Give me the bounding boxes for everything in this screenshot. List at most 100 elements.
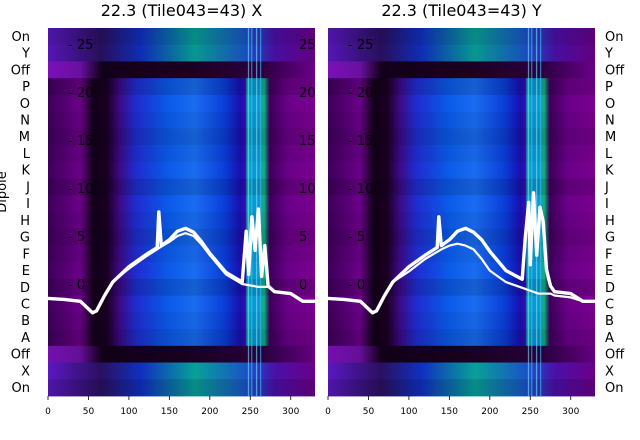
row-label: D [605, 281, 615, 296]
row-label: C [605, 298, 614, 313]
row-label: K [605, 164, 614, 179]
row-label: Off [605, 348, 625, 363]
row-label: Off [11, 348, 31, 363]
row-label: L [23, 147, 31, 162]
overlay-tick-label: - 15 [348, 134, 373, 149]
row-label: Off [605, 63, 625, 78]
overlay-tick-label: - 25 [68, 38, 93, 53]
overlay-tick-label: - 0 [348, 278, 365, 293]
row-label: F [605, 247, 612, 262]
x-tick-label: 100 [400, 407, 417, 417]
x-tick-label: 250 [242, 407, 259, 417]
row-label: On [12, 30, 30, 45]
heatmap-row-shade [48, 312, 315, 330]
overlay-curve [47, 232, 315, 314]
overlay-tick-label: - 5 [348, 230, 365, 245]
heatmap-row-shade [48, 245, 315, 263]
row-label: I [605, 197, 609, 212]
heatmap-stripe [259, 28, 262, 396]
chart-title: 22.3 (Tile043=43) X [101, 1, 263, 20]
row-label: P [605, 80, 613, 95]
heatmap-row-shade [328, 329, 595, 347]
x-tick-label: 300 [562, 407, 579, 417]
overlay-tick-label: - 20 [68, 86, 93, 101]
row-label: G [20, 231, 30, 246]
overlay-tick-label: - 0 [68, 278, 85, 293]
x-tick-label: 50 [363, 407, 375, 417]
heatmap-row-shade [328, 111, 595, 129]
heatmap-row-shade [48, 329, 315, 347]
overlay-tick-label: - 15 [68, 134, 93, 149]
row-label: K [21, 164, 30, 179]
heatmap-row-shade [48, 111, 315, 129]
chart-title: 22.3 (Tile043=43) Y [381, 1, 542, 20]
heatmap-row-shade [48, 212, 315, 230]
x-tick-label: 250 [522, 407, 539, 417]
row-label: I [26, 197, 30, 212]
x-tick-label: 100 [120, 407, 137, 417]
heatmap-panel-x: 22.3 (Tile043=43) XOnYOffPONMLKJIHGFEDCB… [0, 1, 316, 417]
overlay-right-tick-label: 10 [299, 182, 316, 197]
overlay-right-tick-label: 15 [299, 134, 316, 149]
x-tick-label: 150 [161, 407, 178, 417]
heatmap-stripe [251, 28, 253, 396]
row-label: G [605, 231, 615, 246]
overlay-right-tick-label: 0 [299, 278, 307, 293]
row-label: C [21, 298, 30, 313]
overlay-tick-label: - 25 [348, 38, 373, 53]
x-tick-label: 0 [45, 407, 51, 417]
row-label: J [25, 180, 30, 195]
row-label: B [21, 314, 30, 329]
row-label: N [605, 114, 615, 129]
row-label: H [20, 214, 30, 229]
row-label: Y [21, 47, 30, 62]
overlay-right-tick-label: 25 [299, 38, 316, 53]
row-label: O [20, 97, 30, 112]
row-label: On [605, 30, 623, 45]
row-label: X [21, 364, 30, 379]
overlay-right-tick-label: 5 [299, 230, 307, 245]
row-label: M [19, 130, 30, 145]
heatmap-stripe [247, 28, 250, 396]
heatmap-row-shade [48, 379, 315, 397]
y-axis-label: Dipole [0, 171, 10, 212]
row-label: J [604, 180, 609, 195]
row-label: M [605, 130, 616, 145]
overlay-curve [327, 242, 595, 314]
x-tick-label: 0 [325, 407, 331, 417]
heatmap-row-shade [328, 345, 595, 363]
row-label: X [605, 364, 614, 379]
heatmap-row-shade [48, 345, 315, 363]
overlay-right-tick-label: 20 [299, 86, 316, 101]
row-label: On [12, 381, 30, 396]
row-label: P [22, 80, 30, 95]
row-label: N [20, 114, 30, 129]
heatmap-row-shade [328, 245, 595, 263]
overlay-tick-label: - 5 [68, 230, 85, 245]
row-label: Y [604, 47, 613, 62]
x-tick-label: 200 [481, 407, 498, 417]
heatmap-row-shade [48, 278, 315, 297]
heatmap-row-shade [328, 312, 595, 330]
x-tick-label: 200 [201, 407, 218, 417]
row-label: L [605, 147, 613, 162]
heatmap-row-shade [328, 278, 595, 297]
row-label: On [605, 381, 623, 396]
row-label: A [21, 331, 30, 346]
row-label: E [605, 264, 613, 279]
row-label: A [605, 331, 614, 346]
row-label: O [605, 97, 615, 112]
heatmap-row-shade [328, 379, 595, 397]
row-label: B [605, 314, 614, 329]
row-label: F [23, 247, 30, 262]
heatmap-panel-y: 22.3 (Tile043=43) YOnYOffPONMLKJIHGFEDCB… [325, 1, 625, 417]
x-tick-label: 50 [83, 407, 95, 417]
overlay-tick-label: - 10 [348, 182, 373, 197]
row-label: Off [11, 63, 31, 78]
x-tick-label: 300 [282, 407, 299, 417]
row-label: H [605, 214, 615, 229]
x-tick-label: 150 [441, 407, 458, 417]
overlay-tick-label: - 10 [68, 182, 93, 197]
heatmap-row-shade [328, 212, 595, 230]
